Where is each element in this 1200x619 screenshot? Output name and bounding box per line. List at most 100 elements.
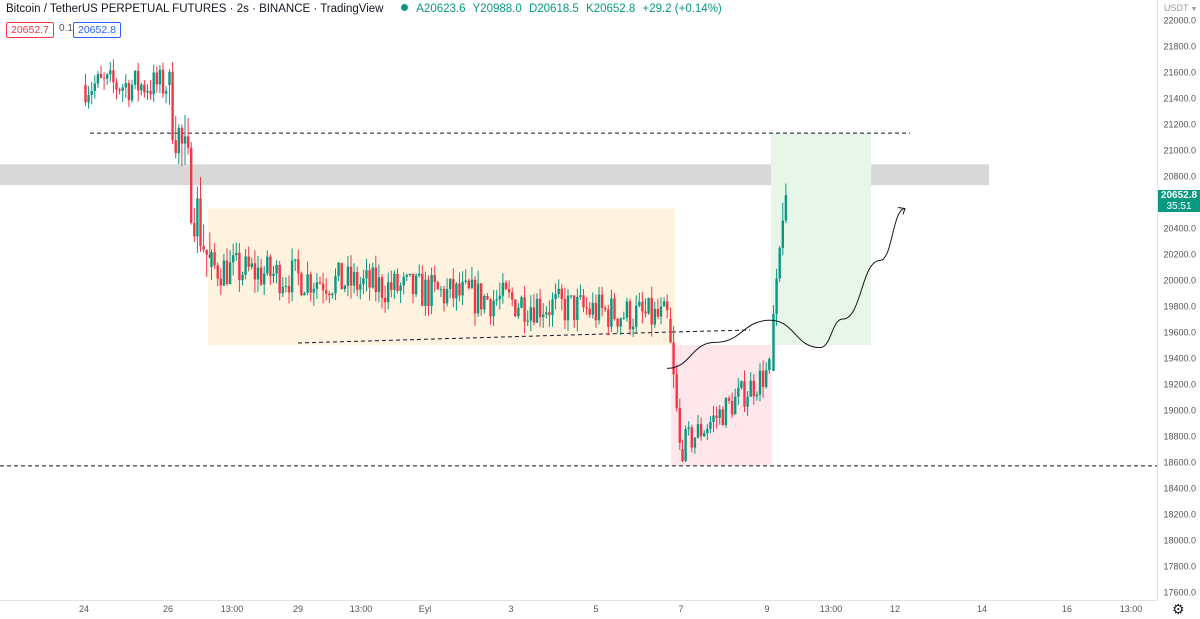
candle-body [340, 262, 343, 290]
candle-body [359, 284, 362, 290]
candle-body [309, 274, 312, 293]
candle-body [232, 255, 235, 263]
candle-body [343, 285, 346, 290]
candle-body [641, 301, 644, 312]
candle-body [140, 84, 143, 91]
candle-body [411, 273, 415, 295]
change-value: +29.2 (+0.14%) [642, 3, 722, 15]
candle-body [755, 394, 759, 397]
time-tick-label: 24 [79, 604, 89, 614]
candle-body [445, 289, 449, 304]
candle-body [87, 95, 90, 103]
candle-body [765, 370, 768, 387]
candle-body [247, 256, 250, 267]
projection-path [666, 207, 906, 369]
candle-body [155, 72, 158, 85]
price-tick-label: 21000.0 [1163, 146, 1196, 156]
candle-body [684, 428, 687, 462]
candle-body [778, 248, 781, 279]
candle-body [171, 71, 174, 141]
candle-body [563, 298, 567, 321]
price-tick-label: 20400.0 [1163, 224, 1196, 234]
price-tick-label: 18200.0 [1163, 510, 1196, 520]
candle-body [607, 309, 610, 327]
candle-body [424, 279, 427, 306]
price-tick-label: 22000.0 [1163, 16, 1196, 26]
candles [84, 59, 788, 462]
last-price-value: 20652.8 [1160, 190, 1198, 201]
candle-body [377, 277, 381, 292]
candle-body [96, 74, 100, 84]
candle-body [746, 396, 749, 407]
candle-body [418, 273, 421, 276]
candle-body [442, 289, 446, 304]
candle-body [225, 260, 229, 285]
price-tick-label: 20800.0 [1163, 172, 1196, 182]
candle-body [455, 283, 458, 299]
candle-body [696, 424, 700, 438]
candle-body [219, 278, 222, 286]
currency-label: USDT [1164, 3, 1189, 13]
candle-body [146, 90, 149, 93]
candle-body [390, 282, 393, 290]
candle-body [93, 83, 96, 91]
candle-body [678, 407, 681, 443]
candle-body [112, 70, 115, 83]
candle-body [284, 285, 288, 287]
candle-body [647, 297, 650, 314]
candle-body [498, 295, 501, 300]
candle-body [325, 290, 328, 294]
candle-body [517, 307, 520, 317]
candle-body [405, 275, 408, 277]
candle-body [573, 295, 576, 321]
sell-button[interactable]: 20652.7 [6, 22, 54, 38]
candle-body [495, 299, 498, 301]
candle-body [190, 147, 193, 223]
candle-body [638, 301, 641, 306]
candle-body [718, 409, 721, 418]
candle-body [560, 288, 563, 299]
time-tick-label: 12 [890, 604, 900, 614]
candle-body [362, 278, 365, 285]
candle-body [727, 398, 731, 401]
candle-body [408, 273, 412, 276]
candle-body [133, 70, 137, 85]
candle-body [613, 298, 616, 319]
ohlc-values: A20623.6 Y20988.0 D20618.5 K20652.8 +29.… [416, 3, 726, 15]
currency-selector[interactable]: USDT ▼ [1164, 3, 1197, 13]
price-tick-label: 21800.0 [1163, 42, 1196, 52]
candle-body [545, 312, 548, 315]
candle-body [180, 127, 184, 144]
price-tick-label: 21600.0 [1163, 68, 1196, 78]
candle-body [672, 342, 675, 375]
candle-body [610, 298, 613, 327]
candle-body [492, 300, 495, 317]
candle-body [699, 424, 703, 437]
candle-body [687, 427, 690, 429]
time-tick-label: Eyl [419, 604, 432, 614]
price-tick-label: 18400.0 [1163, 484, 1196, 494]
candle-body [121, 87, 124, 91]
candle-body [228, 262, 232, 285]
candle-body [597, 294, 601, 321]
candle-body [346, 266, 350, 286]
buy-button[interactable]: 20652.8 [73, 22, 121, 38]
candle-body [208, 254, 211, 258]
price-tick-label: 20000.0 [1163, 276, 1196, 286]
symbol-title[interactable]: Bitcoin / TetherUS PERPETUAL FUTURES · 2… [6, 3, 384, 15]
candle-body [511, 292, 514, 300]
candle-body [109, 70, 112, 75]
candle-body [526, 320, 529, 322]
candle-body [772, 313, 775, 371]
candle-body [631, 326, 635, 330]
gear-icon[interactable]: ⚙ [1172, 601, 1185, 617]
candle-body [520, 297, 523, 308]
candle-body [337, 262, 340, 276]
candle-body [452, 278, 455, 299]
zone-2 [671, 345, 772, 466]
candle-body [250, 263, 253, 267]
candle-body [625, 301, 629, 318]
zone-3 [771, 133, 871, 345]
price-tick-label: 18600.0 [1163, 458, 1196, 468]
